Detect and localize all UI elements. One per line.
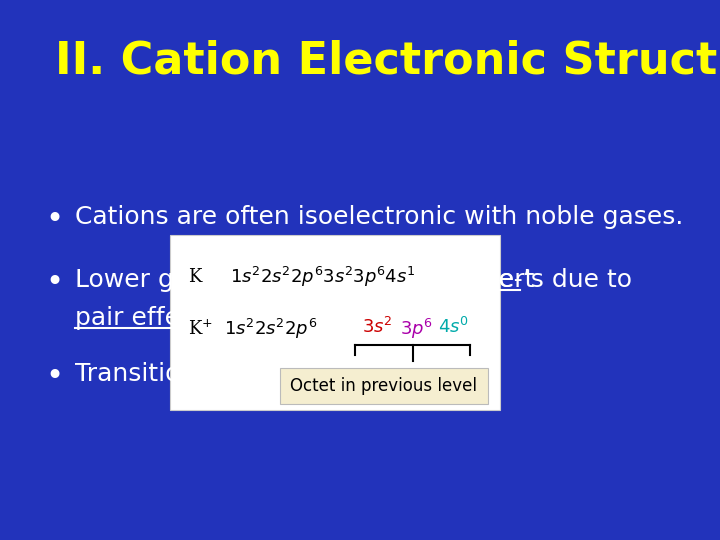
Text: $3s^{2}$: $3s^{2}$ (362, 317, 392, 337)
Text: •: • (45, 268, 63, 297)
Text: •: • (45, 362, 63, 391)
Text: •: • (45, 205, 63, 234)
Text: e-’s first!: e-’s first! (346, 362, 467, 386)
Bar (170, 235, 500, 410)
Text: n: n (337, 362, 353, 386)
Text: pair effect: pair effect (75, 306, 204, 330)
Text: $3p^{6}$: $3p^{6}$ (400, 317, 433, 341)
Bar (280, 368, 488, 404)
Text: Lower groups have partial loss of e-’s due to: Lower groups have partial loss of e-’s d… (75, 268, 640, 292)
Text: K     $1s^{2}2s^{2}2p^{6}3s^{2}3p^{6}4s^{1}$: K $1s^{2}2s^{2}2p^{6}3s^{2}3p^{6}4s^{1}$ (188, 265, 415, 289)
Text: inert: inert (477, 268, 535, 292)
Text: K$^{+}$  $1s^{2}2s^{2}2p^{6}$: K$^{+}$ $1s^{2}2s^{2}2p^{6}$ (188, 317, 318, 341)
Text: Cations are often isoelectronic with noble gases.: Cations are often isoelectronic with nob… (75, 205, 683, 229)
Text: Octet in previous level: Octet in previous level (290, 377, 477, 395)
Text: $4s^{0}$: $4s^{0}$ (438, 317, 469, 337)
Text: e-’s.: e-’s. (381, 306, 442, 330)
Text: s: s (372, 306, 384, 330)
Text: – stability of paired: – stability of paired (171, 306, 426, 330)
Text: Transition metals lose higher: Transition metals lose higher (75, 362, 444, 386)
Text: II. Cation Electronic Structure: II. Cation Electronic Structure (55, 40, 720, 83)
